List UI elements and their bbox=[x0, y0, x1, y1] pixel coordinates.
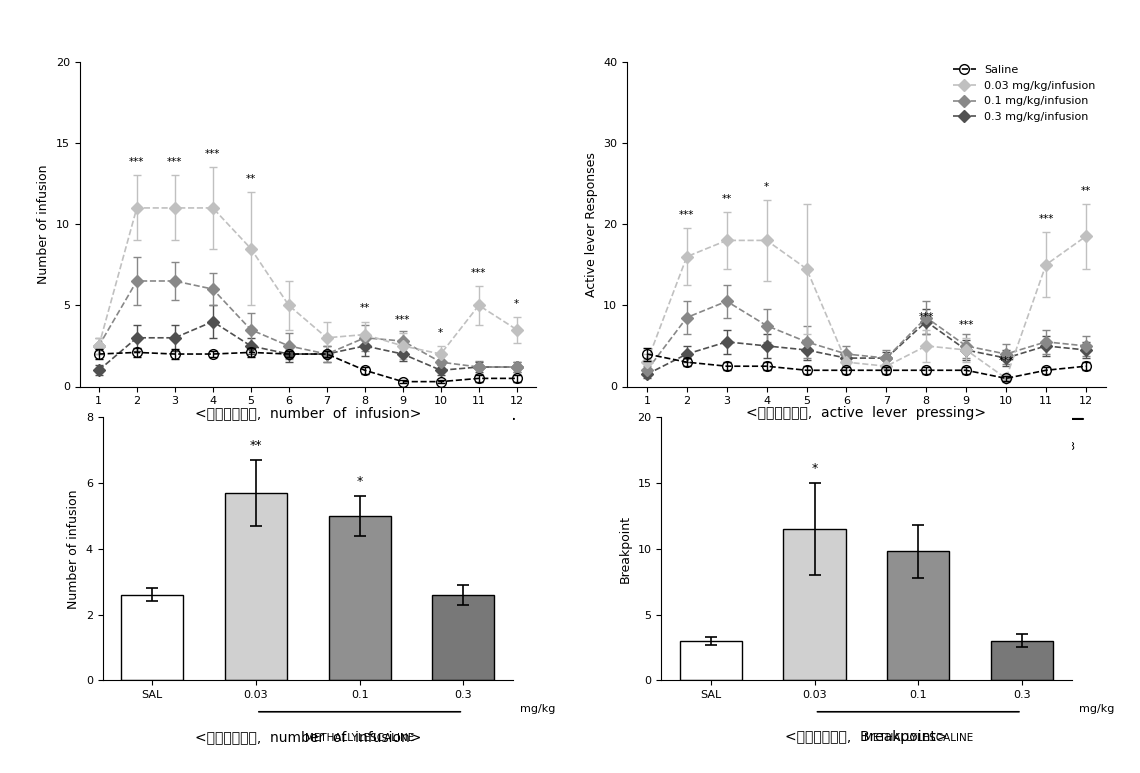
Text: FR3: FR3 bbox=[487, 441, 508, 451]
Bar bbox=[121, 595, 184, 680]
Text: ***: *** bbox=[129, 158, 145, 168]
Bar bbox=[991, 641, 1053, 680]
Text: **: ** bbox=[246, 174, 255, 183]
Text: *: * bbox=[438, 328, 443, 338]
Y-axis label: Number of infusion: Number of infusion bbox=[67, 489, 80, 608]
Bar bbox=[432, 595, 495, 680]
Text: FR2: FR2 bbox=[955, 441, 977, 451]
Text: <약물자가투여,  Breakpoint>: <약물자가투여, Breakpoint> bbox=[785, 730, 947, 744]
Text: ***: *** bbox=[959, 320, 974, 329]
Y-axis label: Breakpoint: Breakpoint bbox=[619, 515, 632, 583]
Text: *: * bbox=[812, 462, 817, 475]
Text: ***: *** bbox=[168, 158, 182, 168]
Text: FR1: FR1 bbox=[776, 441, 797, 451]
Text: FR2: FR2 bbox=[392, 441, 414, 451]
Text: ***: *** bbox=[471, 267, 487, 278]
Bar bbox=[783, 529, 846, 680]
Text: ***: *** bbox=[205, 149, 220, 159]
Y-axis label: Active lever Responses: Active lever Responses bbox=[585, 152, 597, 297]
Text: ***: *** bbox=[679, 210, 694, 220]
Y-axis label: Number of infusion: Number of infusion bbox=[38, 165, 50, 284]
Text: ***: *** bbox=[999, 356, 1013, 366]
Bar bbox=[225, 493, 287, 680]
Text: mg/kg: mg/kg bbox=[520, 704, 555, 714]
Text: FR1: FR1 bbox=[221, 441, 243, 451]
Text: **: ** bbox=[1081, 186, 1091, 196]
Text: <약물자가투여,  active  lever  pressing>: <약물자가투여, active lever pressing> bbox=[747, 406, 986, 420]
Text: <약물자가투여,  number  of  infusion>: <약물자가투여, number of infusion> bbox=[195, 406, 421, 420]
Text: **: ** bbox=[360, 304, 369, 314]
Text: FR3: FR3 bbox=[1056, 441, 1076, 451]
Legend: Saline, 0.03 mg/kg/infusion, 0.1 mg/kg/infusion, 0.3 mg/kg/infusion: Saline, 0.03 mg/kg/infusion, 0.1 mg/kg/i… bbox=[948, 61, 1100, 127]
Text: **: ** bbox=[722, 194, 732, 204]
Text: mg/kg: mg/kg bbox=[1078, 704, 1114, 714]
Text: METHALLYLESCALINE: METHALLYLESCALINE bbox=[864, 733, 972, 743]
Text: <약물자가투여,  number  of  infusion>: <약물자가투여, number of infusion> bbox=[195, 730, 421, 744]
Text: ***: *** bbox=[919, 312, 934, 322]
Text: *: * bbox=[514, 298, 520, 308]
Text: ***: *** bbox=[396, 315, 410, 325]
Text: *: * bbox=[764, 182, 770, 192]
Bar bbox=[679, 641, 742, 680]
Text: METHALLYLESCALINE: METHALLYLESCALINE bbox=[306, 733, 414, 743]
Text: ***: *** bbox=[1039, 214, 1053, 224]
Bar bbox=[887, 551, 950, 680]
Bar bbox=[328, 516, 391, 680]
Text: **: ** bbox=[250, 439, 262, 452]
Text: *: * bbox=[357, 475, 363, 489]
